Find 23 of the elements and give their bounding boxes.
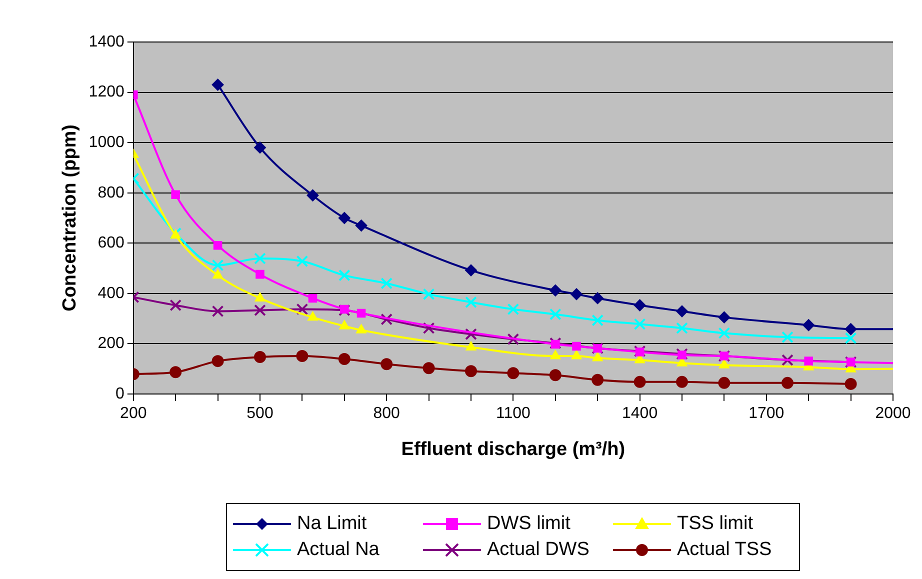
x-tick-label: 800 (373, 405, 400, 422)
x-tick-label: 1100 (496, 405, 530, 422)
x-axis-title: Effluent discharge (m³/h) (401, 438, 626, 460)
legend-label: TSS limit (677, 513, 753, 535)
y-tick-label: 200 (98, 335, 124, 352)
legend-label: DWS limit (487, 513, 570, 535)
y-tick-label: 1200 (88, 84, 124, 101)
y-tick-label: 0 (115, 385, 124, 402)
legend-label: Actual DWS (487, 539, 590, 561)
y-tick-label: 1400 (88, 33, 124, 50)
y-axis-title: Concentration (ppm) (60, 124, 81, 312)
x-tick-label: 2000 (875, 405, 911, 422)
x-tick-label: 200 (120, 405, 147, 422)
legend-label: Na Limit (297, 513, 367, 535)
y-tick-label: 400 (98, 284, 124, 302)
legend-label: Actual TSS (677, 539, 772, 561)
x-tick-label: 500 (246, 405, 274, 422)
y-tick-label: 600 (98, 234, 124, 252)
x-tick-label: 1700 (748, 405, 784, 422)
y-tick-label: 1000 (88, 134, 124, 151)
x-tick-label: 1400 (622, 405, 658, 422)
y-tick-label: 800 (98, 184, 124, 202)
legend-label: Actual Na (297, 539, 380, 561)
